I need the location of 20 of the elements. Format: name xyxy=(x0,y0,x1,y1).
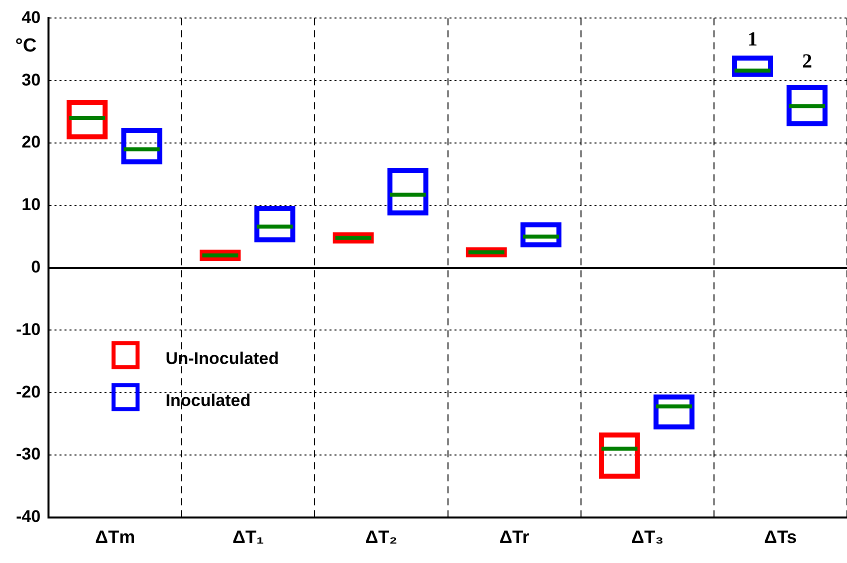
x-tick-label: ΔTr xyxy=(499,527,530,548)
y-tick-label: 0 xyxy=(31,257,41,276)
y-axis-title: °C xyxy=(15,35,37,56)
y-tick-label: 40 xyxy=(22,8,41,27)
x-tick-label: ΔT₁ xyxy=(232,527,264,548)
y-tick-label: -30 xyxy=(16,444,41,464)
x-tick-label: ΔT₂ xyxy=(365,527,398,548)
x-tick-label: ΔT₃ xyxy=(631,527,664,548)
legend-label: Inoculated xyxy=(166,390,251,410)
annotation: 1 xyxy=(748,28,758,50)
annotation: 2 xyxy=(802,50,812,72)
y-tick-label: 20 xyxy=(22,132,41,152)
y-tick-label: -10 xyxy=(16,320,41,339)
y-tick-label: -40 xyxy=(16,507,41,526)
y-tick-label: -20 xyxy=(16,382,41,402)
x-tick-label: ΔTm xyxy=(95,527,136,548)
y-tick-label: 10 xyxy=(22,195,41,214)
y-tick-label: 30 xyxy=(22,70,41,90)
legend-label: Un-Inoculated xyxy=(166,348,279,368)
x-tick-label: ΔTs xyxy=(764,527,797,548)
